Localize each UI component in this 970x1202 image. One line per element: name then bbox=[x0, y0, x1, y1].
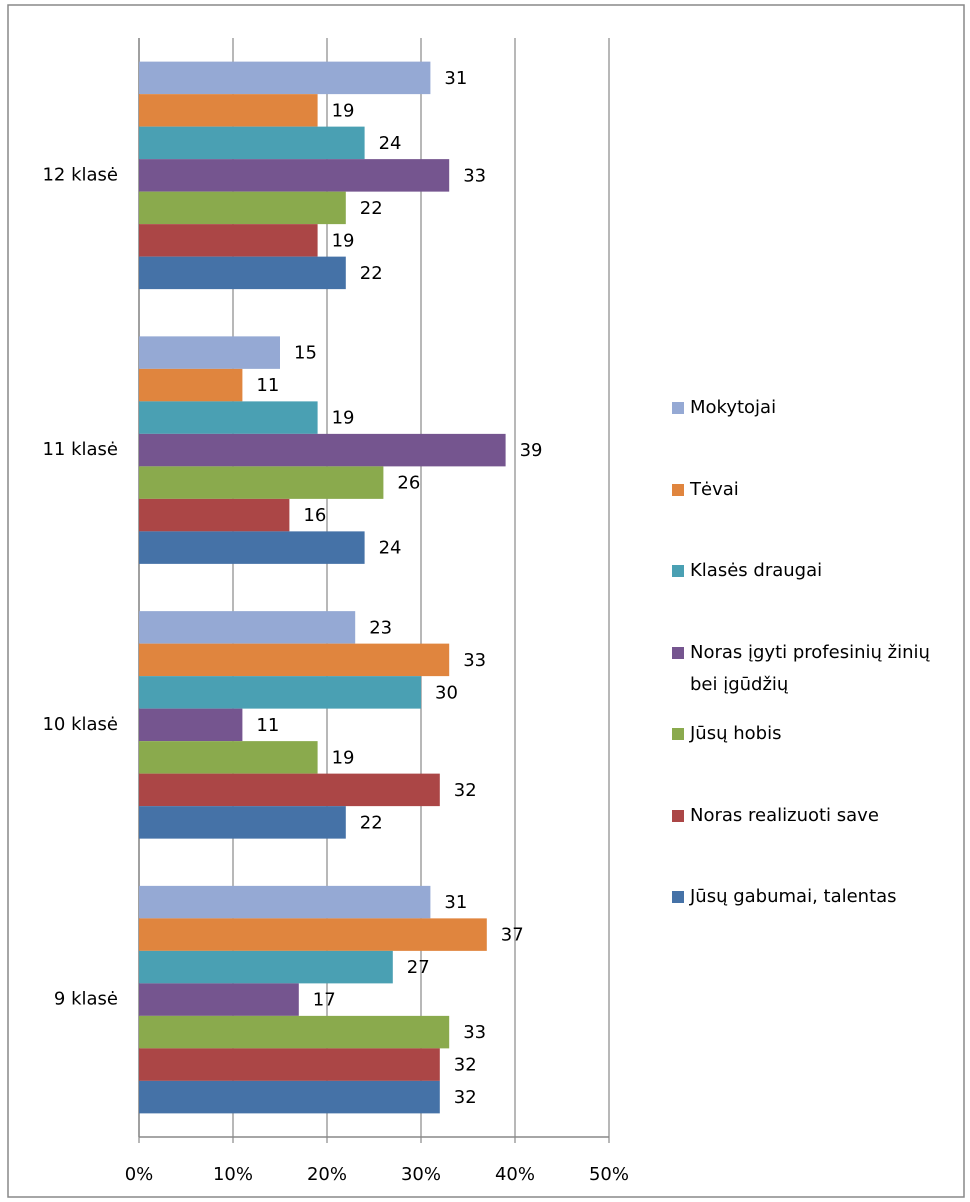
bar bbox=[139, 918, 487, 951]
legend-swatch bbox=[672, 891, 684, 903]
data-label: 23 bbox=[369, 617, 392, 638]
data-label: 19 bbox=[332, 230, 355, 251]
data-label: 32 bbox=[454, 1055, 477, 1076]
bar bbox=[139, 885, 431, 919]
bar bbox=[139, 643, 450, 677]
data-label: 26 bbox=[397, 473, 420, 494]
data-label: 17 bbox=[313, 990, 336, 1011]
data-label: 15 bbox=[294, 343, 317, 364]
bar bbox=[139, 676, 421, 709]
data-label: 39 bbox=[520, 440, 543, 461]
legend-swatch bbox=[672, 646, 684, 659]
legend: Mokytojai Tėvai Klasės draugai Noras įgyti … bbox=[672, 392, 962, 963]
y-tick-label: 11 klasė bbox=[42, 439, 118, 460]
bar bbox=[139, 336, 280, 369]
data-label: 37 bbox=[501, 925, 524, 946]
data-label: 33 bbox=[463, 165, 486, 186]
legend-swatch bbox=[672, 809, 684, 822]
data-label: 22 bbox=[360, 198, 383, 219]
legend-swatch bbox=[672, 728, 684, 740]
data-label: 33 bbox=[463, 650, 486, 671]
bar bbox=[139, 466, 384, 499]
x-tick-label: 30% bbox=[401, 1164, 441, 1185]
bar bbox=[139, 1080, 440, 1114]
legend-item: Noras realizuoti save bbox=[672, 800, 962, 882]
data-label: 24 bbox=[379, 538, 402, 559]
y-tick-label: 12 klasė bbox=[42, 164, 118, 185]
bar bbox=[139, 1048, 440, 1081]
bar bbox=[139, 94, 318, 127]
x-tick-label: 20% bbox=[307, 1164, 347, 1185]
data-label: 32 bbox=[454, 1087, 477, 1108]
data-label: 27 bbox=[407, 957, 430, 978]
bar bbox=[139, 1015, 450, 1049]
bar bbox=[139, 401, 318, 434]
y-tick-label: 9 klasė bbox=[54, 989, 118, 1010]
data-label: 19 bbox=[332, 100, 355, 121]
data-label: 19 bbox=[332, 408, 355, 429]
legend-item: Jūsų gabumai, talentas bbox=[672, 881, 962, 963]
x-tick-label: 0% bbox=[125, 1164, 154, 1185]
bar bbox=[139, 773, 440, 807]
data-label: 31 bbox=[444, 892, 467, 913]
bar bbox=[139, 950, 393, 984]
legend-label: Mokytojai bbox=[690, 397, 777, 418]
data-label: 22 bbox=[360, 812, 383, 833]
bar bbox=[139, 741, 318, 774]
bar bbox=[139, 708, 243, 742]
data-label: 24 bbox=[379, 133, 402, 154]
data-label: 31 bbox=[444, 68, 467, 89]
legend-item: Jūsų hobis bbox=[672, 718, 962, 800]
legend-item: Noras įgyti profesinių žinių bei įgūdžių bbox=[672, 637, 962, 719]
data-label: 19 bbox=[332, 747, 355, 768]
legend-swatch bbox=[672, 402, 684, 414]
bar bbox=[139, 126, 365, 160]
legend-item: Klasės draugai bbox=[672, 555, 962, 637]
bar bbox=[139, 531, 365, 564]
bar bbox=[139, 159, 450, 192]
bar bbox=[139, 806, 346, 839]
x-tick-label: 10% bbox=[213, 1164, 253, 1185]
bar bbox=[139, 983, 299, 1016]
x-tick-label: 40% bbox=[495, 1164, 535, 1185]
legend-label: Noras realizuoti save bbox=[690, 804, 879, 826]
legend-swatch bbox=[672, 565, 684, 577]
bar bbox=[139, 256, 346, 290]
legend-item: Tėvai bbox=[672, 474, 962, 556]
legend-swatch bbox=[672, 483, 684, 496]
bar bbox=[139, 61, 431, 95]
data-label: 11 bbox=[256, 715, 279, 736]
legend-label: Tėvai bbox=[690, 478, 739, 500]
y-tick-label: 10 klasė bbox=[42, 714, 118, 735]
data-label: 22 bbox=[360, 263, 383, 284]
legend-label: Noras įgyti profesinių žinių bei įgūdžių bbox=[690, 641, 930, 695]
bar bbox=[139, 224, 318, 257]
bar bbox=[139, 498, 290, 532]
data-label: 33 bbox=[463, 1022, 486, 1043]
legend-label: Klasės draugai bbox=[690, 560, 823, 581]
bar bbox=[139, 368, 243, 402]
bar bbox=[139, 191, 346, 225]
bar bbox=[139, 611, 356, 644]
bar bbox=[139, 433, 506, 467]
legend-item: Mokytojai bbox=[672, 392, 962, 474]
legend-label: Jūsų gabumai, talentas bbox=[690, 886, 897, 907]
data-label: 11 bbox=[256, 375, 279, 396]
data-label: 30 bbox=[435, 682, 458, 703]
data-label: 32 bbox=[454, 780, 477, 801]
data-label: 16 bbox=[303, 505, 326, 526]
x-tick-label: 50% bbox=[589, 1164, 629, 1185]
legend-label: Jūsų hobis bbox=[690, 723, 782, 744]
